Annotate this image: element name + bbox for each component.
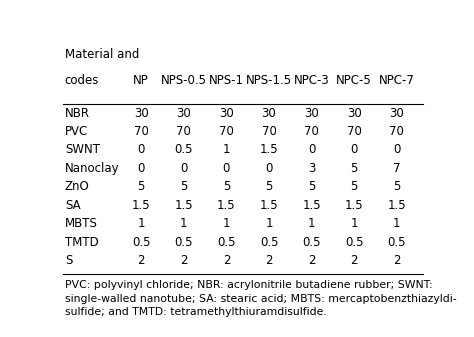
- Text: NPC-5: NPC-5: [337, 74, 372, 87]
- Text: PVC: PVC: [65, 125, 88, 138]
- Text: NPS-1: NPS-1: [209, 74, 244, 87]
- Text: TMTD: TMTD: [65, 236, 99, 249]
- Text: PVC: polyvinyl chloride; NBR: acrylonitrile butadiene rubber; SWNT:
single-walle: PVC: polyvinyl chloride; NBR: acrylonitr…: [65, 280, 456, 317]
- Text: 5: 5: [137, 180, 145, 193]
- Text: 0.5: 0.5: [174, 144, 193, 156]
- Text: Material and: Material and: [65, 48, 139, 61]
- Text: 2: 2: [308, 254, 315, 267]
- Text: 5: 5: [351, 162, 358, 175]
- Text: 2: 2: [393, 254, 401, 267]
- Text: 0.5: 0.5: [132, 236, 150, 249]
- Text: 0: 0: [137, 162, 145, 175]
- Text: 70: 70: [304, 125, 319, 138]
- Text: 2: 2: [223, 254, 230, 267]
- Text: 5: 5: [265, 180, 273, 193]
- Text: 0.5: 0.5: [388, 236, 406, 249]
- Text: NP: NP: [133, 74, 149, 87]
- Text: 1.5: 1.5: [388, 199, 406, 212]
- Text: 5: 5: [180, 180, 188, 193]
- Text: 0.5: 0.5: [345, 236, 364, 249]
- Text: 30: 30: [390, 106, 404, 120]
- Text: 0: 0: [223, 162, 230, 175]
- Text: 1: 1: [393, 217, 401, 230]
- Text: 0.5: 0.5: [260, 236, 278, 249]
- Text: 5: 5: [393, 180, 401, 193]
- Text: 30: 30: [219, 106, 234, 120]
- Text: 0.5: 0.5: [217, 236, 236, 249]
- Text: 1: 1: [137, 217, 145, 230]
- Text: 1.5: 1.5: [260, 144, 278, 156]
- Text: 70: 70: [262, 125, 276, 138]
- Text: 1.5: 1.5: [260, 199, 278, 212]
- Text: 2: 2: [180, 254, 188, 267]
- Text: NPC-3: NPC-3: [294, 74, 329, 87]
- Text: 70: 70: [219, 125, 234, 138]
- Text: 70: 70: [390, 125, 404, 138]
- Text: MBTS: MBTS: [65, 217, 98, 230]
- Text: 5: 5: [351, 180, 358, 193]
- Text: 1.5: 1.5: [345, 199, 364, 212]
- Text: ZnO: ZnO: [65, 180, 90, 193]
- Text: 1: 1: [180, 217, 188, 230]
- Text: 70: 70: [176, 125, 191, 138]
- Text: 1: 1: [308, 217, 315, 230]
- Text: 30: 30: [176, 106, 191, 120]
- Text: 0: 0: [137, 144, 145, 156]
- Text: 5: 5: [308, 180, 315, 193]
- Text: 1.5: 1.5: [217, 199, 236, 212]
- Text: 2: 2: [350, 254, 358, 267]
- Text: 1: 1: [265, 217, 273, 230]
- Text: 0: 0: [265, 162, 273, 175]
- Text: 70: 70: [134, 125, 149, 138]
- Text: NPS-1.5: NPS-1.5: [246, 74, 292, 87]
- Text: 0: 0: [180, 162, 188, 175]
- Text: NPS-0.5: NPS-0.5: [161, 74, 207, 87]
- Text: 1.5: 1.5: [132, 199, 150, 212]
- Text: 0: 0: [308, 144, 315, 156]
- Text: 30: 30: [304, 106, 319, 120]
- Text: 0: 0: [393, 144, 401, 156]
- Text: 70: 70: [347, 125, 362, 138]
- Text: 1: 1: [350, 217, 358, 230]
- Text: S: S: [65, 254, 72, 267]
- Text: 2: 2: [137, 254, 145, 267]
- Text: 0.5: 0.5: [302, 236, 321, 249]
- Text: Nanoclay: Nanoclay: [65, 162, 119, 175]
- Text: 30: 30: [262, 106, 276, 120]
- Text: 3: 3: [308, 162, 315, 175]
- Text: 1: 1: [223, 217, 230, 230]
- Text: 0.5: 0.5: [174, 236, 193, 249]
- Text: NPC-7: NPC-7: [379, 74, 415, 87]
- Text: 7: 7: [393, 162, 401, 175]
- Text: 1: 1: [223, 144, 230, 156]
- Text: 0: 0: [351, 144, 358, 156]
- Text: 30: 30: [347, 106, 362, 120]
- Text: codes: codes: [65, 74, 99, 87]
- Text: NBR: NBR: [65, 106, 90, 120]
- Text: 1.5: 1.5: [302, 199, 321, 212]
- Text: 1.5: 1.5: [174, 199, 193, 212]
- Text: SWNT: SWNT: [65, 144, 100, 156]
- Text: 5: 5: [223, 180, 230, 193]
- Text: SA: SA: [65, 199, 81, 212]
- Text: 2: 2: [265, 254, 273, 267]
- Text: 30: 30: [134, 106, 148, 120]
